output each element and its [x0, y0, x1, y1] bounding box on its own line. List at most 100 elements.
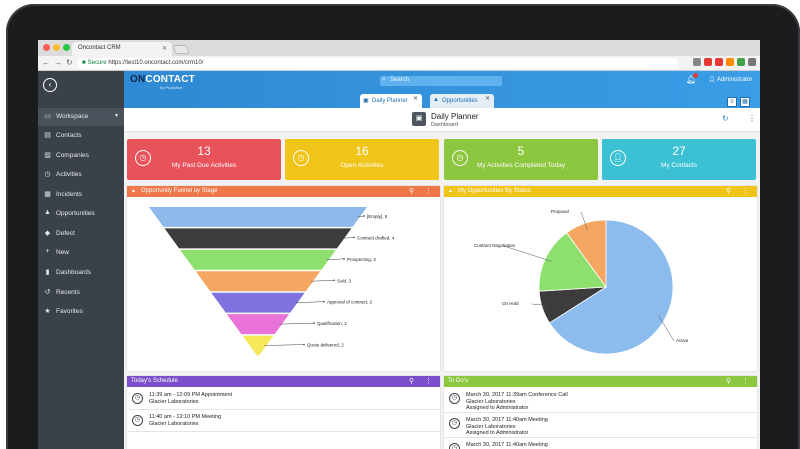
extension-icon[interactable]	[715, 58, 723, 66]
bell-icon[interactable]: 🔔︎	[686, 75, 697, 84]
list-icon[interactable]: ≡	[727, 97, 737, 107]
tab-daily-planner[interactable]: ▣ Daily Planner ✕	[360, 94, 422, 108]
chevron-up-icon[interactable]: ▲	[448, 188, 453, 194]
filter-icon[interactable]: ⚲	[408, 378, 414, 385]
pie-slice[interactable]	[538, 232, 607, 292]
user-menu[interactable]: 👤︎ Administrator	[708, 76, 752, 83]
schedule-company: Glacier Laboratories	[149, 399, 199, 405]
todo-time: March 30, 2017 11:40am Meeting	[466, 417, 548, 423]
todo-time: March 30, 2017 11:39am Conference Call	[466, 392, 568, 398]
url-field[interactable]: ■ Secure https://test10.oncontact.com/crm…	[78, 58, 678, 69]
tab-opportunities[interactable]: ▲ Opportunities ✕	[430, 94, 494, 108]
kpi-card-my-contacts[interactable]: 👤︎ 27 My Contacts	[602, 139, 756, 180]
sidebar-item-activities[interactable]: ◷ Activities	[38, 166, 124, 184]
schedule-time: 11:39 am - 12:09 PM Appointment	[149, 392, 233, 398]
todo-row[interactable]: ◷ March 30, 2017 11:40am Meeting	[444, 439, 757, 449]
browser-nav-buttons[interactable]: ←→↻	[42, 58, 77, 67]
extension-icon[interactable]	[726, 58, 734, 66]
sidebar-item-new[interactable]: + New	[38, 244, 124, 262]
clock-icon: ◷	[452, 150, 468, 166]
more-vert-icon[interactable]: ⋮	[425, 378, 432, 385]
extension-icon[interactable]	[704, 58, 712, 66]
monitor-icon: ▭	[44, 113, 51, 120]
funnel-segment[interactable]	[226, 314, 290, 335]
funnel-leader-dot	[363, 215, 365, 217]
funnel-leader-dot	[333, 279, 335, 282]
filter-icon[interactable]: ⚲	[725, 378, 731, 385]
search-icon: ⌕	[382, 76, 386, 83]
status-panel: ▲ My Opportunities By Status ⚲ ⋮ Active O…	[444, 186, 757, 371]
todo-row[interactable]: ◷ March 30, 2017 11:39am Conference Call…	[444, 389, 757, 413]
filter-icon[interactable]: ⚲	[725, 188, 731, 195]
funnel-segment[interactable]	[164, 228, 352, 249]
menu-icon[interactable]	[748, 58, 756, 66]
schedule-row[interactable]: ◷ 11:40 am - 12:10 PM Meeting Glacier La…	[127, 411, 440, 432]
more-vert-icon[interactable]: ⋮	[748, 114, 756, 123]
more-vert-icon[interactable]: ⋮	[742, 378, 749, 385]
funnel-label: Contract drafted, 4	[357, 235, 395, 240]
schedule-company: Glacier Laboratories	[149, 421, 199, 427]
close-window-button[interactable]	[43, 44, 50, 51]
sidebar-item-companies[interactable]: ▥ Companies	[38, 147, 124, 165]
sidebar-item-label: New	[56, 249, 70, 256]
sidebar-item-label: Workspace	[56, 113, 89, 120]
pie-slice[interactable]	[548, 219, 674, 355]
pie-label: Proposal	[551, 209, 569, 214]
schedule-row[interactable]: ◷ 11:39 am - 12:09 PM Appointment Glacie…	[127, 389, 440, 410]
close-icon[interactable]: ✕	[412, 96, 418, 102]
panel-title: Opportunity Funnel by Stage	[141, 188, 218, 194]
kpi-card-open-activities[interactable]: ◷ 16 Open Activities	[285, 139, 439, 180]
funnel-segment[interactable]	[211, 292, 305, 313]
browser-tab[interactable]: Oncontact CRM ✕	[72, 42, 172, 56]
funnel-label: Prospecting, 3	[347, 257, 376, 262]
funnel-segment[interactable]	[180, 249, 336, 270]
funnel-segment[interactable]	[149, 207, 367, 227]
funnel-leader-dot	[303, 343, 305, 346]
thumbs-up-icon: ▲	[433, 97, 439, 103]
funnel-leader-line	[326, 258, 345, 261]
browser-tab-strip: Oncontact CRM ✕	[38, 40, 760, 56]
funnel-leader-line	[357, 215, 365, 218]
sidebar-item-dashboards[interactable]: ▮ Dashboards	[38, 264, 124, 282]
status-pie-chart: Active On Hold Contract Negotiation Proposa…	[474, 209, 689, 355]
sidebar-item-workspace[interactable]: ▭ Workspace ▼	[38, 108, 124, 126]
sidebar-item-label: Companies	[56, 152, 89, 159]
new-tab-button[interactable]	[172, 45, 190, 54]
funnel-leader-line	[279, 322, 315, 325]
clock-icon: ◷	[135, 150, 151, 166]
extension-icon[interactable]	[737, 58, 745, 66]
chevron-up-icon[interactable]: ▲	[131, 188, 136, 194]
sidebar-item-contacts[interactable]: ▤ Contacts	[38, 127, 124, 145]
sidebar-item-defect[interactable]: ◆ Defect	[38, 225, 124, 243]
sidebar-item-opportunities[interactable]: ▲ Opportunities	[38, 205, 124, 223]
back-arrow-icon[interactable]: ‹	[43, 78, 57, 92]
grid-icon[interactable]: ▦	[740, 97, 750, 107]
minimize-window-button[interactable]	[53, 44, 60, 51]
maximize-window-button[interactable]	[63, 44, 70, 51]
bookmark-icon[interactable]	[693, 58, 701, 66]
close-icon[interactable]: ✕	[484, 96, 490, 102]
funnel-segment[interactable]	[195, 271, 321, 292]
sidebar-item-incidents[interactable]: ▦ Incidents	[38, 186, 124, 204]
pie-leader-line	[503, 245, 552, 262]
todo-row[interactable]: ◷ March 30, 2017 11:40am Meeting Glacier…	[444, 414, 757, 438]
sidebar-item-favorites[interactable]: ★ Favorites	[38, 303, 124, 321]
funnel-segment[interactable]	[242, 335, 274, 356]
kpi-card-completed-today[interactable]: ◷ 5 My Activities Completed Today	[444, 139, 598, 180]
page-header: ▣ Daily Planner Dashboard ↻ ⋮	[124, 108, 760, 132]
kpi-card-past-due[interactable]: ◷ 13 My Past Due Activities	[127, 139, 281, 180]
refresh-icon[interactable]: ↻	[722, 114, 729, 123]
sidebar-item-recents[interactable]: ↺ Recents	[38, 284, 124, 302]
search-input[interactable]: ⌕ Search	[380, 76, 502, 86]
filter-icon[interactable]: ⚲	[408, 188, 414, 195]
more-vert-icon[interactable]: ⋮	[425, 188, 432, 195]
sidebar-item-label: Defect	[56, 230, 75, 237]
more-vert-icon[interactable]: ⋮	[742, 188, 749, 195]
pie-leader-line	[658, 315, 675, 342]
browser-tab-title: Oncontact CRM	[78, 45, 121, 51]
close-icon[interactable]: ✕	[161, 46, 167, 52]
todo-assigned: Assigned to Administrator	[466, 405, 529, 411]
todo-company: Glacier Laboratories	[466, 399, 516, 405]
funnel-leader-dot	[313, 322, 315, 324]
funnel-leader-dot	[323, 300, 325, 303]
